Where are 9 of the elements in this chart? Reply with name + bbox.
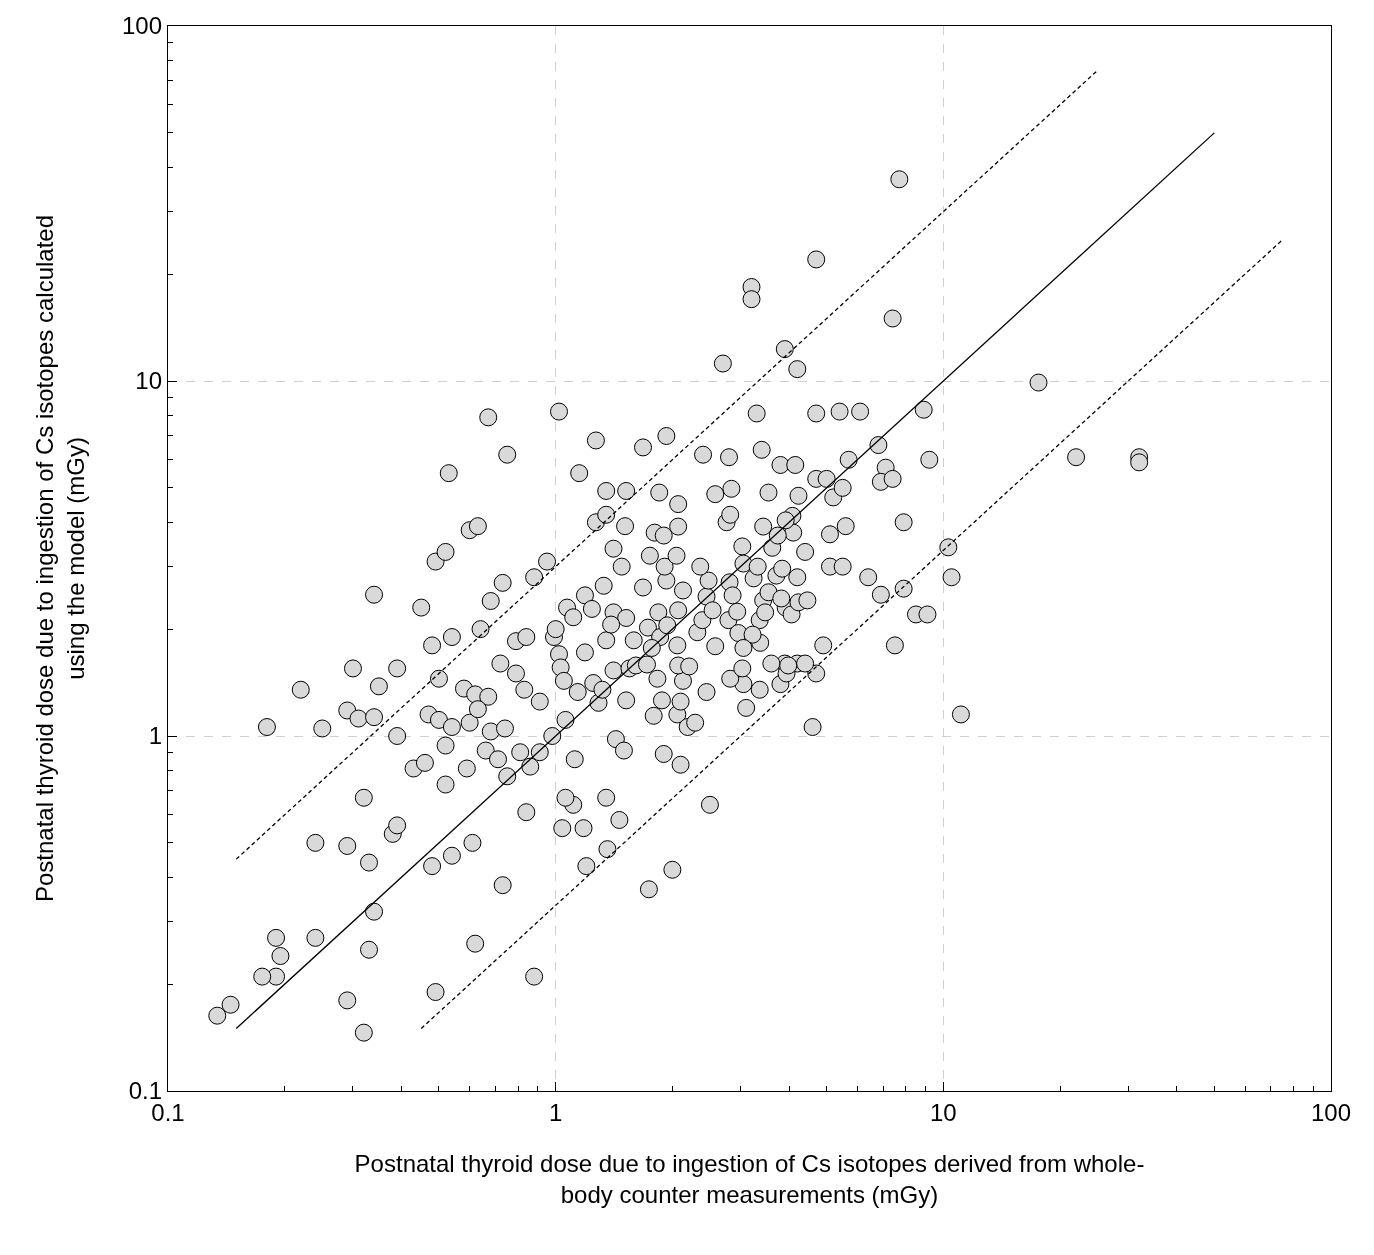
x-tick-label: 10 (929, 1098, 957, 1126)
y-tick-label: 10 (135, 367, 163, 395)
y-tick-label: 0.1 (128, 1077, 163, 1105)
x-axis-title: Postnatal thyroid dose due to ingestion of Cs isotopes derived from whole- body counter measurements (mGy) (354, 1150, 1145, 1209)
y-tick-label: 1 (148, 722, 163, 750)
x-tick-label: 1 (548, 1098, 563, 1126)
y-axis-title: Postnatal thyroid dose due to ingestion of Cs isotopes calculated using the model (mGy) (30, 214, 90, 903)
x-tick-label: 100 (1310, 1098, 1352, 1126)
y-tick-label: 100 (122, 12, 163, 40)
